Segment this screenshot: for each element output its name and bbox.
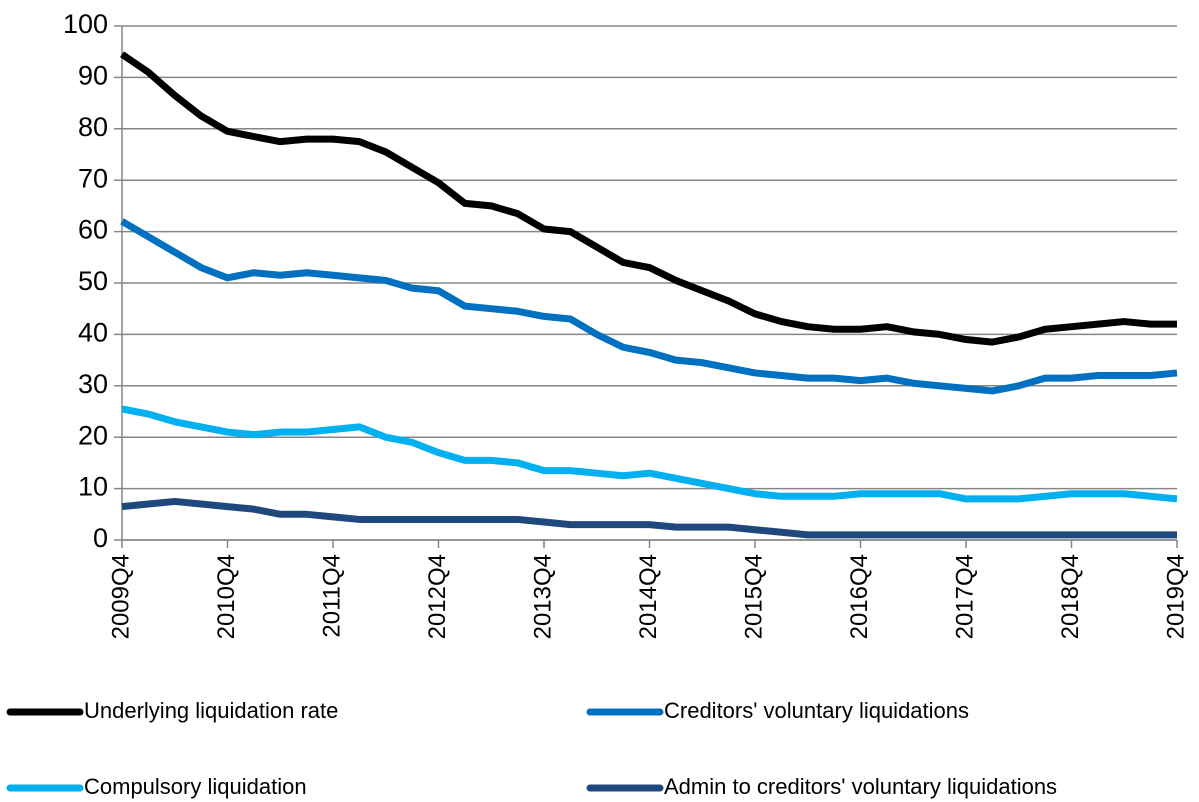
x-tick-label: 2014Q4 bbox=[635, 554, 662, 639]
y-tick-label: 50 bbox=[78, 266, 108, 296]
y-tick-label: 10 bbox=[78, 472, 108, 502]
x-tick-label: 2011Q4 bbox=[318, 554, 345, 638]
x-tick-label: 2015Q4 bbox=[740, 554, 767, 639]
legend-label: Underlying liquidation rate bbox=[84, 698, 338, 723]
y-tick-label: 90 bbox=[78, 61, 108, 91]
y-tick-label: 20 bbox=[78, 420, 108, 450]
series-line bbox=[120, 218, 1178, 395]
legend-label: Creditors' voluntary liquidations bbox=[664, 698, 969, 723]
legend-label: Admin to creditors' voluntary liquidatio… bbox=[664, 774, 1057, 799]
y-tick-label: 80 bbox=[78, 112, 108, 142]
y-tick-label: 60 bbox=[78, 215, 108, 245]
x-tick-label: 2018Q4 bbox=[1057, 554, 1084, 639]
x-tick-label: 2013Q4 bbox=[529, 554, 556, 639]
x-tick-label: 2016Q4 bbox=[846, 554, 873, 639]
y-tick-label: 30 bbox=[78, 369, 108, 399]
x-tick-label: 2012Q4 bbox=[424, 554, 451, 639]
y-tick-label: 70 bbox=[78, 163, 108, 193]
x-tick-label: 2009Q4 bbox=[107, 554, 134, 639]
series-line bbox=[121, 405, 1178, 503]
series-line bbox=[120, 51, 1177, 346]
y-tick-label: 100 bbox=[63, 9, 108, 39]
x-tick-label: 2017Q4 bbox=[951, 554, 978, 639]
y-tick-label: 40 bbox=[78, 318, 108, 348]
x-tick-label: 2010Q4 bbox=[213, 554, 240, 639]
series-line bbox=[121, 497, 1177, 539]
y-tick-label: 0 bbox=[93, 523, 108, 553]
legend-label: Compulsory liquidation bbox=[84, 774, 307, 799]
x-tick-label: 2019Q4 bbox=[1162, 554, 1189, 639]
